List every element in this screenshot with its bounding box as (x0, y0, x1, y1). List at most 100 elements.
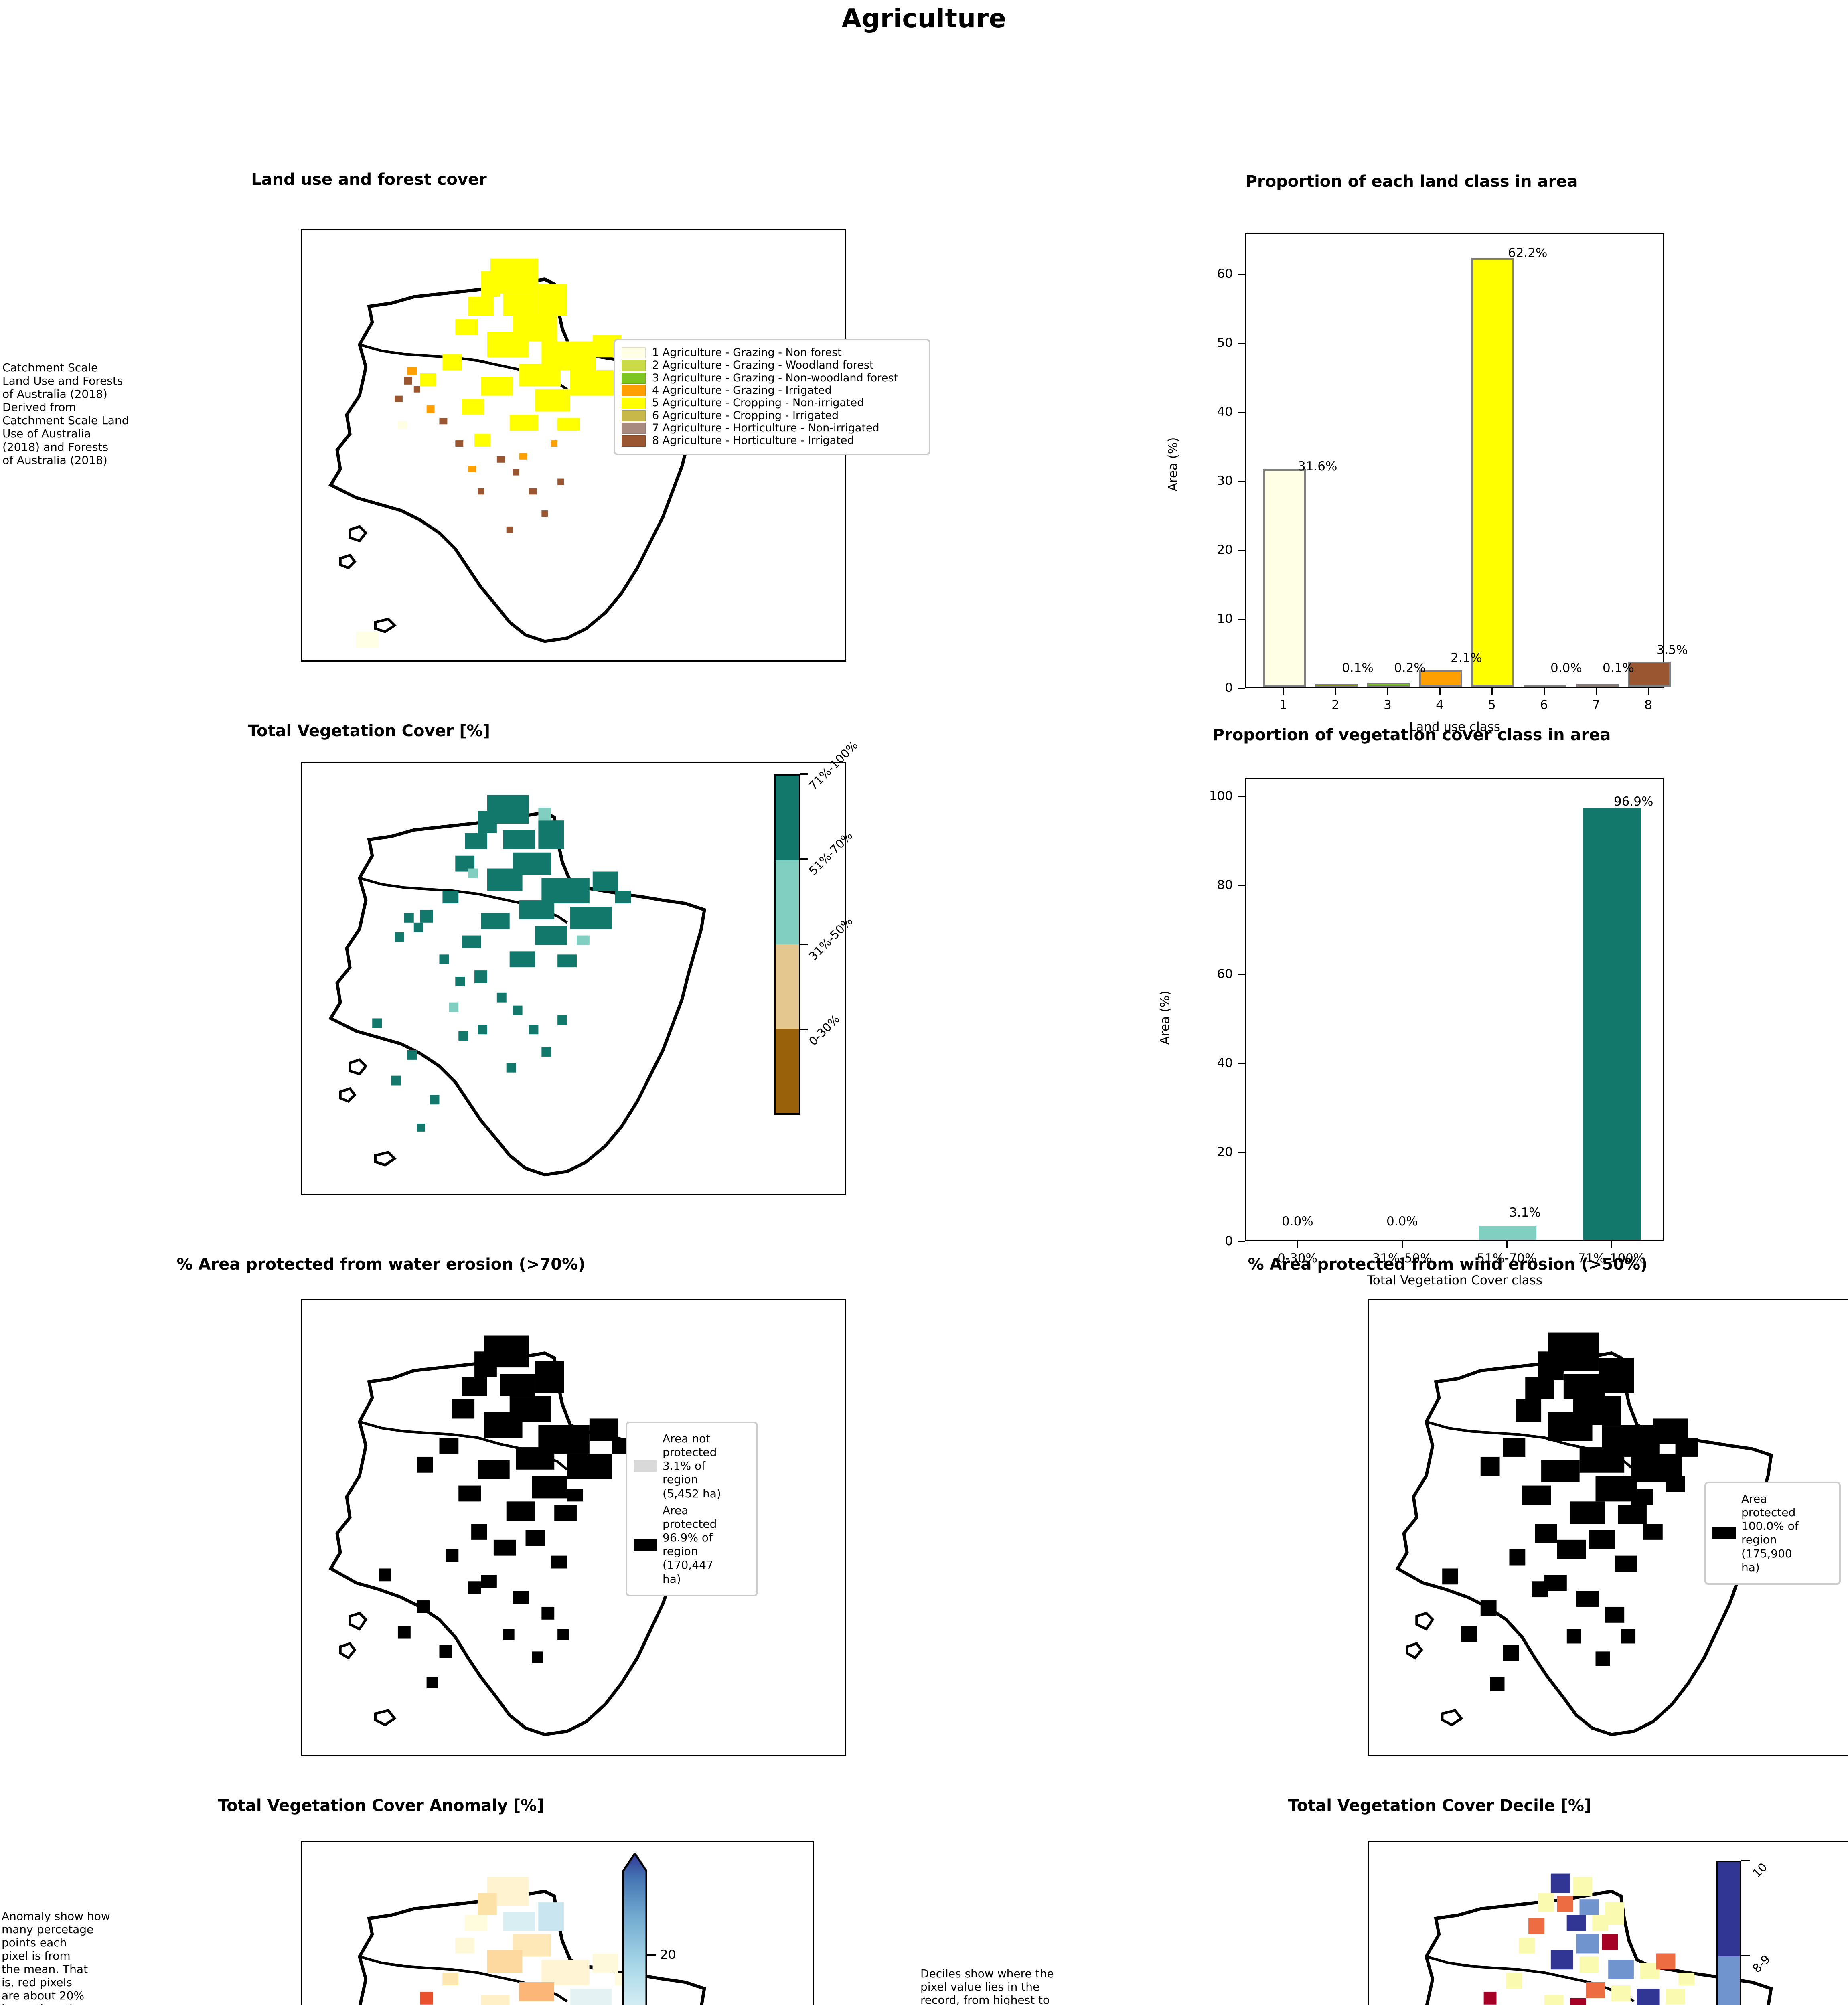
x-tick-label-31-50: 31%-50% (1372, 1251, 1432, 1266)
bar-7[interactable] (1576, 684, 1619, 687)
bar-4[interactable] (1419, 670, 1462, 687)
anomaly-map-caption: Anomaly show how many percetage points e… (2, 1910, 110, 2005)
wind-erosion-map-graphic (1395, 1332, 1773, 1736)
land-use-map-title: Land use and forest cover (251, 170, 487, 189)
y-tick-label-10: 10 (1217, 612, 1233, 626)
decile-map-title: Total Vegetation Cover Decile [%] (1288, 1796, 1592, 1815)
x-tick-mark (1491, 688, 1493, 695)
x-tick-mark (1283, 688, 1284, 695)
bar-71-100[interactable] (1583, 808, 1641, 1240)
legend-swatch-6 (622, 410, 646, 421)
bar-2[interactable] (1315, 684, 1358, 687)
legend-item: 4 Agriculture - Grazing - Irrigated (622, 385, 922, 397)
legend-swatch-protected (1712, 1527, 1736, 1539)
legend-item: 6 Agriculture - Cropping - Irrigated (622, 410, 922, 421)
chart2-plot-area: 0.0% 0.0% 3.1% 96.9% (1245, 778, 1664, 1241)
bar-label-6: 0.0% (1550, 661, 1582, 675)
land-use-legend: 1 Agriculture - Grazing - Non forest 2 A… (614, 339, 930, 455)
veg-cover-map-title: Total Vegetation Cover [%] (247, 722, 490, 740)
x-tick-mark (1297, 1241, 1298, 1248)
y-tick-mark (1238, 885, 1245, 886)
anomaly-colorbar-tick (647, 1954, 656, 1956)
wind-erosion-legend: Area protected 100.0% of region (175,900… (1704, 1482, 1841, 1585)
bar-3[interactable] (1367, 683, 1410, 687)
legend-item-not-protected: Area not protected 3.1% of region (5,452… (634, 1432, 750, 1501)
legend-item: 7 Agriculture - Horticulture - Non-irrig… (622, 422, 922, 435)
colorbar-tick (800, 944, 808, 945)
decile-colorbar-tick (1741, 1860, 1750, 1861)
y-tick-label-100: 100 (1209, 789, 1233, 803)
x-tick-label-51-70: 51%-70% (1477, 1251, 1537, 1266)
x-tick-label-7: 7 (1592, 698, 1600, 712)
y-tick-mark (1238, 412, 1245, 413)
chart2-x-axis-label: Total Vegetation Cover class (1367, 1273, 1542, 1288)
x-tick-label-5: 5 (1488, 698, 1496, 712)
land-use-map-graphic (328, 258, 707, 648)
legend-label-protected: Area protected 100.0% of region (175,900… (1741, 1492, 1799, 1574)
x-tick-label-3: 3 (1384, 698, 1392, 712)
legend-swatch-not-protected (634, 1460, 657, 1472)
legend-label-6: 6 Agriculture - Cropping - Irrigated (652, 409, 839, 422)
legend-label-1: 1 Agriculture - Grazing - Non forest (652, 346, 842, 359)
y-tick-mark (1238, 974, 1245, 975)
x-tick-mark (1506, 1241, 1508, 1248)
y-tick-mark (1238, 1241, 1245, 1242)
colorbar-segment-71-100 (776, 776, 799, 860)
bar-51-70[interactable] (1479, 1226, 1536, 1240)
land-use-class-chart: Proportion of each land class in area 31… (1131, 160, 1692, 734)
water-erosion-map[interactable] (301, 1299, 846, 1756)
bar-6[interactable] (1524, 685, 1566, 687)
wind-erosion-map-title: % Area protected from wind erosion (>50%… (1248, 1255, 1648, 1274)
chart1-plot-area: 31.6% 0.1% 0.2% 2.1% 62.2% 0.0% 0.1% 3.5… (1245, 233, 1688, 688)
y-tick-mark (1238, 796, 1245, 797)
legend-item: 2 Agriculture - Grazing - Woodland fores… (622, 359, 922, 371)
x-tick-mark (1648, 688, 1649, 695)
chart1-x-axis-label: Land use class (1409, 720, 1501, 734)
decile-map-graphic (1424, 1873, 1773, 2005)
legend-item: 8 Agriculture - Horticulture - Irrigated (622, 435, 922, 447)
decile-colorbar-tick (1741, 1955, 1750, 1956)
water-erosion-map-graphic (328, 1335, 706, 1736)
y-tick-mark (1238, 274, 1245, 275)
colorbar-tick (800, 1029, 808, 1030)
legend-item: 1 Agriculture - Grazing - Non forest (622, 346, 922, 359)
x-tick-mark (1611, 1241, 1612, 1248)
x-tick-label-0-30: 0-30% (1277, 1251, 1317, 1266)
bar-5[interactable] (1471, 258, 1514, 687)
decile-colorbar (1716, 1861, 1741, 2005)
colorbar-segment-10 (1718, 1862, 1740, 1957)
water-erosion-map-title: % Area protected from water erosion (>70… (176, 1255, 586, 1274)
y-tick-mark (1238, 1063, 1245, 1064)
anomaly-map[interactable] (301, 1841, 814, 2005)
bar-1[interactable] (1263, 469, 1306, 687)
y-tick-label-40: 40 (1217, 405, 1233, 419)
anomaly-colorbar (622, 1851, 648, 2005)
colorbar-segment-0-30 (776, 1029, 799, 1113)
bar-label-71-100: 96.9% (1614, 794, 1653, 809)
anomaly-tick-label-20: 20 (660, 1948, 676, 1962)
colorbar-segment-51-70 (776, 860, 799, 944)
legend-swatch-protected (634, 1539, 657, 1551)
x-tick-label-6: 6 (1540, 698, 1548, 712)
legend-swatch-1 (622, 347, 646, 359)
veg-cover-class-chart: Proportion of vegetation cover class in … (1131, 714, 1692, 1288)
legend-item: 3 Agriculture - Grazing - Non-woodland f… (622, 372, 922, 384)
legend-swatch-7 (622, 423, 646, 434)
veg-cover-map-graphic (328, 795, 707, 1177)
anomaly-map-title: Total Vegetation Cover Anomaly [%] (218, 1796, 544, 1815)
bar-label-5: 62.2% (1508, 246, 1548, 260)
veg-cover-map[interactable] (301, 762, 846, 1195)
x-tick-label-2: 2 (1331, 698, 1339, 712)
y-tick-label-50: 50 (1217, 336, 1233, 350)
bar-8[interactable] (1628, 662, 1671, 687)
bar-label-1: 31.6% (1298, 459, 1337, 474)
y-tick-label-20: 20 (1217, 543, 1233, 557)
y-tick-mark (1238, 343, 1245, 344)
x-tick-mark (1335, 688, 1336, 695)
legend-label-protected: Area protected 96.9% of region (170,447 … (663, 1503, 717, 1586)
land-use-map-caption: Catchment Scale Land Use and Forests of … (2, 361, 129, 467)
legend-label-7: 7 Agriculture - Horticulture - Non-irrig… (652, 422, 879, 435)
y-tick-mark (1238, 688, 1245, 689)
decile-map[interactable] (1368, 1841, 1848, 2005)
anomaly-map-graphic (358, 1877, 706, 2005)
